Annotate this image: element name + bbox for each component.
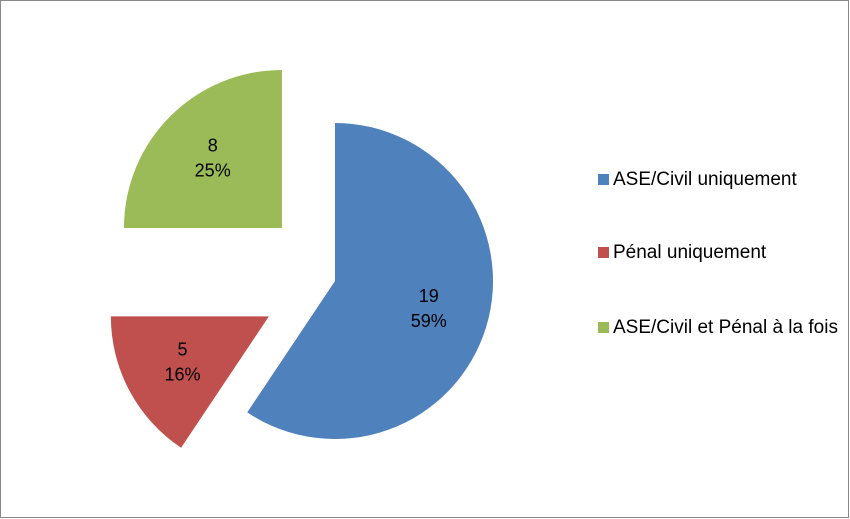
legend-swatch <box>598 322 609 333</box>
pie-slice <box>110 316 269 448</box>
legend-swatch <box>598 174 609 185</box>
pie-slice <box>123 69 282 228</box>
value-label: 5 <box>177 339 187 359</box>
legend-item: Pénal uniquement <box>598 238 848 268</box>
percent-label: 59% <box>411 311 447 331</box>
legend-label: ASE/Civil et Pénal à la fois <box>613 317 838 338</box>
percent-label: 25% <box>195 160 231 180</box>
legend-item: ASE/Civil uniquement <box>598 165 848 195</box>
legend-swatch <box>598 247 609 258</box>
legend-label: Pénal uniquement <box>613 242 767 263</box>
value-label: 8 <box>208 135 218 155</box>
percent-label: 16% <box>164 364 200 384</box>
pie-slice <box>247 123 494 439</box>
legend-label: ASE/Civil uniquement <box>613 169 797 190</box>
legend-item: ASE/Civil et Pénal à la fois <box>598 313 848 343</box>
value-label: 19 <box>419 286 439 306</box>
